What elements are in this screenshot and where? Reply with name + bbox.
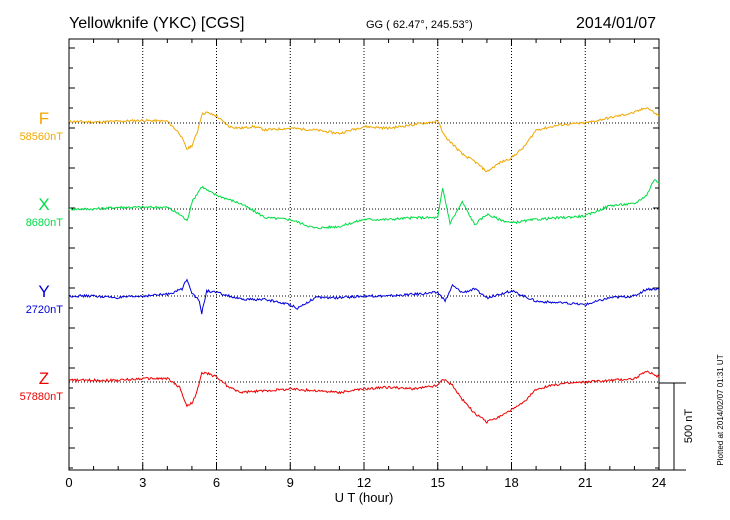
- x-tick-label: 0: [65, 475, 72, 490]
- baseline-value-z: 57880nT: [20, 391, 64, 403]
- x-axis-label: U T (hour): [335, 490, 394, 505]
- x-tick-label: 21: [578, 475, 592, 490]
- x-tick-label: 15: [431, 475, 445, 490]
- trace-f: [68, 107, 660, 173]
- baseline-value-x: 8680nT: [26, 217, 64, 229]
- x-tick-label: 18: [504, 475, 518, 490]
- scale-bar-label: 500 nT: [683, 409, 695, 444]
- series-name-z: Z: [39, 369, 49, 388]
- plotted-at-note: Plotted at 2014/02/07 01:31 UT: [716, 354, 725, 465]
- axis-ticks: [68, 39, 660, 470]
- station-coords: GG ( 62.47°, 245.53°): [366, 19, 473, 31]
- trace-z: [68, 370, 660, 424]
- series-name-f: F: [39, 109, 49, 128]
- station-title: Yellowknife (YKC) [CGS]: [69, 15, 244, 32]
- series-name-x: X: [38, 195, 49, 214]
- series-labels: F 58560nT X 8680nT Y 2720nT Z 57880nT: [20, 109, 64, 403]
- traces: [68, 107, 660, 424]
- baseline-value-f: 58560nT: [20, 131, 64, 143]
- baseline-value-y: 2720nT: [26, 304, 64, 316]
- x-tick-label: 3: [139, 475, 146, 490]
- series-name-y: Y: [38, 282, 49, 301]
- x-tick-label: 6: [213, 475, 220, 490]
- x-tick-labels: 0 3 6 9 12 15 18 21 24: [65, 475, 666, 490]
- chart-date: 2014/01/07: [576, 15, 656, 32]
- trace-x: [68, 179, 660, 230]
- x-tick-label: 24: [652, 475, 666, 490]
- x-tick-label: 9: [287, 475, 294, 490]
- trace-y: [68, 278, 659, 315]
- scale-bar: 500 nT: [659, 382, 695, 471]
- x-tick-label: 12: [357, 475, 371, 490]
